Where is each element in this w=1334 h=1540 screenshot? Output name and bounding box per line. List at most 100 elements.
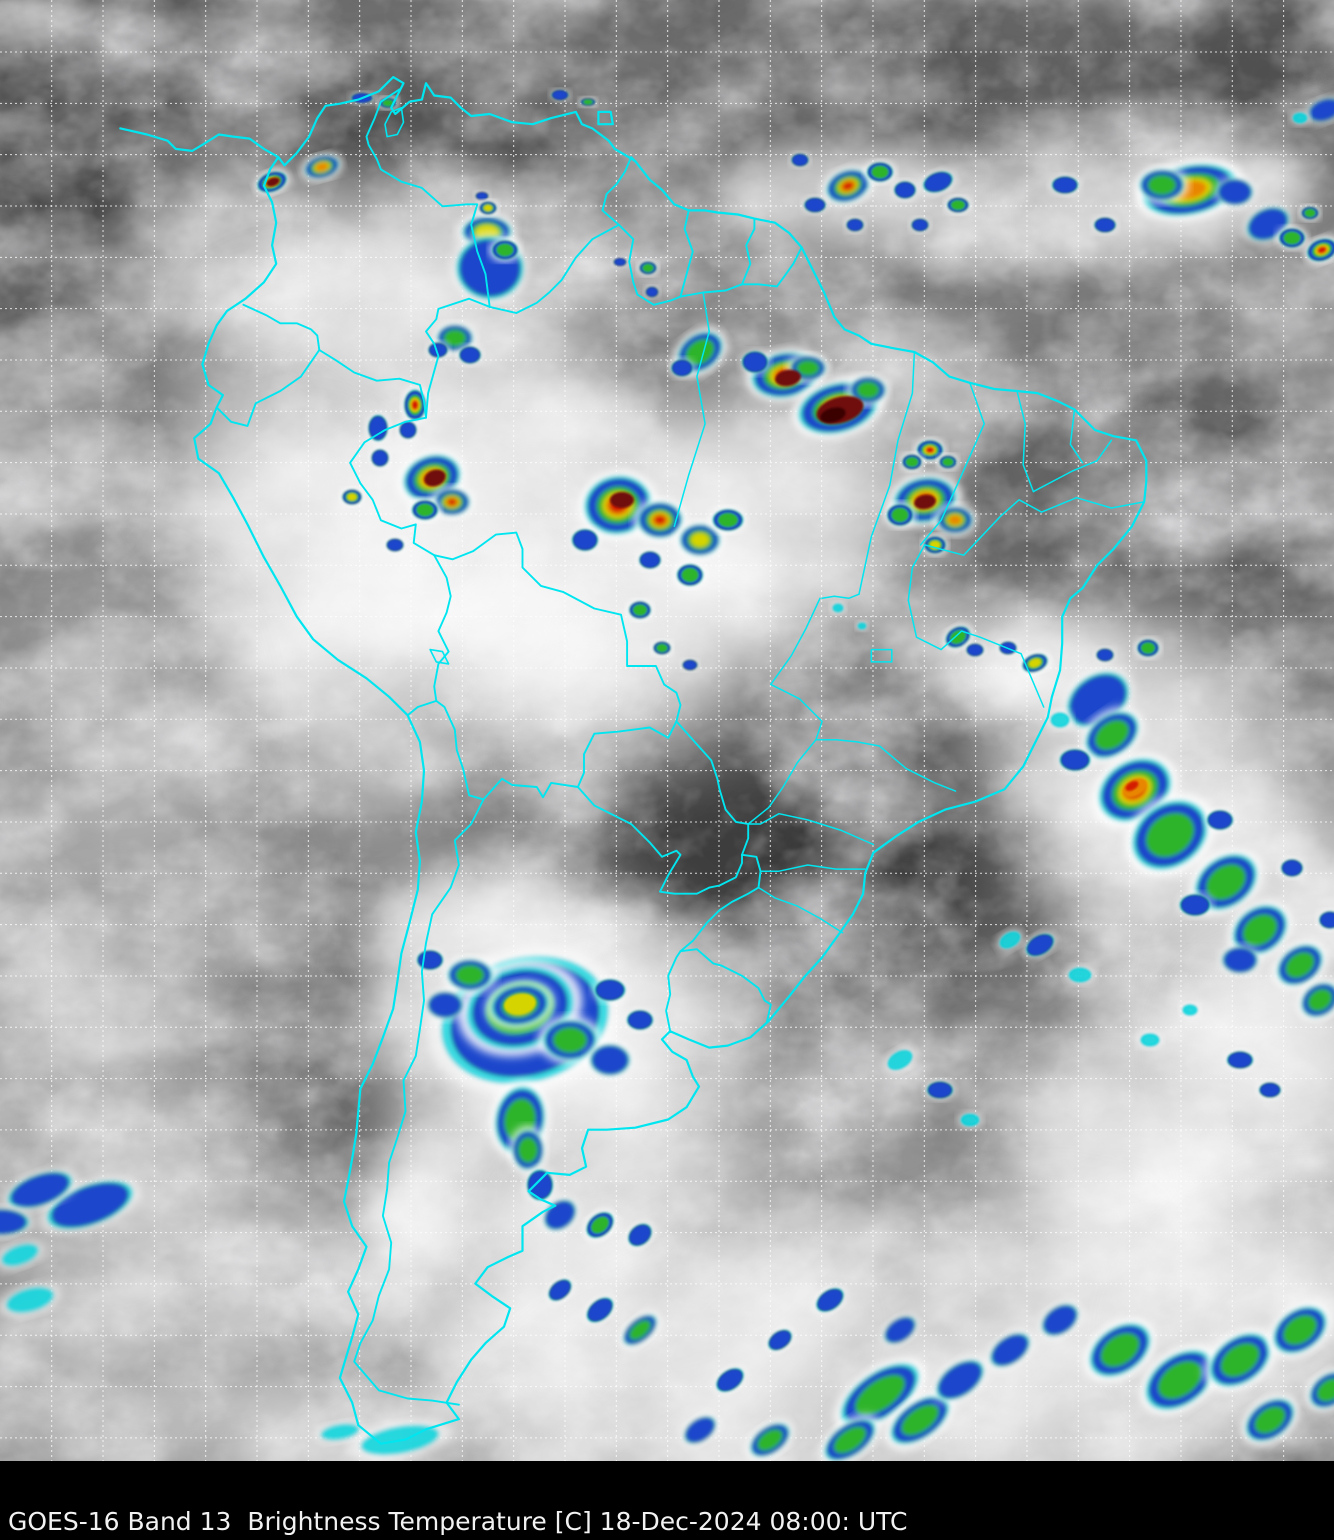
storm-cell bbox=[409, 498, 441, 522]
storm-cell bbox=[384, 537, 406, 553]
storm-cell bbox=[578, 96, 598, 108]
storm-cell bbox=[885, 1391, 955, 1449]
storm-cell bbox=[1056, 746, 1094, 774]
storm-cell bbox=[709, 506, 747, 534]
border-state-saopaulo-parana bbox=[747, 812, 875, 846]
storm-cell bbox=[822, 166, 874, 206]
border-state-tocantins-bahia bbox=[907, 515, 1002, 602]
storm-cell bbox=[964, 642, 986, 658]
storm-cell bbox=[586, 1041, 634, 1079]
border-venezuela-guyana bbox=[601, 156, 637, 226]
border-colombia-ecuador bbox=[242, 303, 321, 351]
storm-cell bbox=[637, 260, 659, 276]
cloud-mass bbox=[426, 1228, 654, 1432]
storm-cell bbox=[1278, 857, 1306, 879]
cloud-mass bbox=[370, 1100, 490, 1260]
cloud-mass bbox=[280, 680, 460, 820]
border-state-parana-river bbox=[747, 739, 817, 825]
border-distrito-federal bbox=[870, 648, 893, 663]
storm-cell bbox=[1136, 1030, 1164, 1050]
border-state-maranhao-piaui bbox=[919, 382, 985, 546]
storm-cell bbox=[414, 948, 446, 972]
storm-cell-core bbox=[914, 494, 936, 510]
border-guyana-suriname bbox=[679, 209, 694, 298]
border-chile-argentina bbox=[353, 798, 485, 1406]
storm-cell bbox=[1316, 909, 1334, 931]
storm-cell bbox=[2, 1167, 78, 1213]
border-state-goias-tocantins bbox=[821, 593, 860, 600]
storm-cell bbox=[583, 1295, 617, 1325]
border-lake-titicaca bbox=[429, 648, 450, 665]
storm-cell bbox=[956, 1110, 984, 1130]
storm-cell bbox=[1297, 979, 1334, 1021]
border-state-para-maranhao bbox=[858, 351, 916, 595]
storm-cell bbox=[900, 452, 924, 472]
storm-cell bbox=[636, 549, 664, 571]
storm-cell bbox=[819, 1415, 881, 1461]
border-bolivia-argentina bbox=[482, 777, 579, 801]
storm-cell bbox=[680, 658, 700, 672]
caption-text: GOES-16 Band 13 Brightness Temperature [… bbox=[8, 1507, 908, 1536]
storm-cell bbox=[1268, 1302, 1332, 1358]
storm-cell bbox=[1179, 1002, 1201, 1018]
storm-cell bbox=[1094, 647, 1116, 663]
storm-cell-core bbox=[424, 469, 446, 487]
storm-cell bbox=[1224, 1049, 1256, 1071]
cloud-mass bbox=[160, 400, 340, 560]
storm-cell bbox=[789, 152, 811, 168]
storm-cell bbox=[891, 179, 919, 201]
cloud-mass bbox=[840, 320, 1020, 440]
cloud-mass bbox=[620, 930, 780, 1030]
storm-cell bbox=[676, 521, 724, 559]
storm-cell bbox=[1046, 709, 1074, 731]
storm-cell bbox=[369, 447, 391, 469]
storm-cell bbox=[1273, 940, 1327, 990]
storm-cell bbox=[633, 498, 687, 542]
storm-cell bbox=[397, 419, 419, 441]
storm-cell bbox=[1256, 1080, 1284, 1100]
border-state-piaui-ceara bbox=[1016, 390, 1035, 493]
storm-cell bbox=[681, 1413, 719, 1447]
border-state-santacatarina-riograndedosul bbox=[757, 886, 844, 934]
storm-cell bbox=[366, 412, 390, 444]
border-venezuela-brazil bbox=[488, 223, 620, 314]
border-south-america-coast bbox=[119, 75, 1148, 1445]
storm-cell bbox=[1038, 1301, 1082, 1339]
cloud-mass bbox=[0, 360, 120, 540]
storm-cell bbox=[931, 1356, 989, 1404]
storm-cell bbox=[1084, 1318, 1156, 1382]
border-state-minas-espiritosanto bbox=[907, 599, 1045, 708]
border-venezuela-colombia bbox=[365, 88, 491, 308]
border-ecuador-peru bbox=[215, 349, 321, 427]
border-frenchguiana-brazil bbox=[741, 246, 803, 288]
storm-cell bbox=[1049, 174, 1081, 196]
border-peru-bolivia bbox=[433, 554, 452, 702]
storm-cell bbox=[340, 487, 364, 507]
storm-cell bbox=[0, 1282, 63, 1318]
border-state-parana-santacatarina bbox=[759, 864, 866, 872]
border-bolivia-chile bbox=[435, 699, 485, 801]
storm-cell bbox=[1080, 707, 1144, 763]
border-state-minas-saopaulo bbox=[815, 739, 957, 792]
storm-cell bbox=[739, 348, 771, 376]
border-peru-chile bbox=[406, 699, 438, 717]
storm-cell bbox=[1022, 931, 1058, 959]
border-bolivia-brazil bbox=[433, 531, 682, 723]
storm-cell bbox=[830, 601, 846, 615]
storm-cell bbox=[0, 1206, 35, 1238]
storm-cell bbox=[612, 256, 628, 268]
storm-cell bbox=[443, 956, 497, 994]
storm-cell bbox=[674, 561, 706, 589]
storm-cell bbox=[1213, 176, 1257, 208]
border-state-goias-ms bbox=[770, 683, 823, 741]
storm-cell bbox=[489, 238, 521, 262]
storm-cell bbox=[651, 640, 673, 656]
border-colombia-brazil bbox=[425, 297, 491, 419]
storm-cell bbox=[1019, 651, 1051, 675]
border-colombia-peru bbox=[318, 349, 427, 419]
storm-cell bbox=[619, 1311, 661, 1349]
caption-bar: GOES-16 Band 13 Brightness Temperature [… bbox=[0, 1461, 1334, 1540]
storm-cell bbox=[813, 1285, 847, 1315]
border-argentina-uruguay bbox=[665, 950, 682, 1033]
storm-cell bbox=[1091, 215, 1119, 235]
